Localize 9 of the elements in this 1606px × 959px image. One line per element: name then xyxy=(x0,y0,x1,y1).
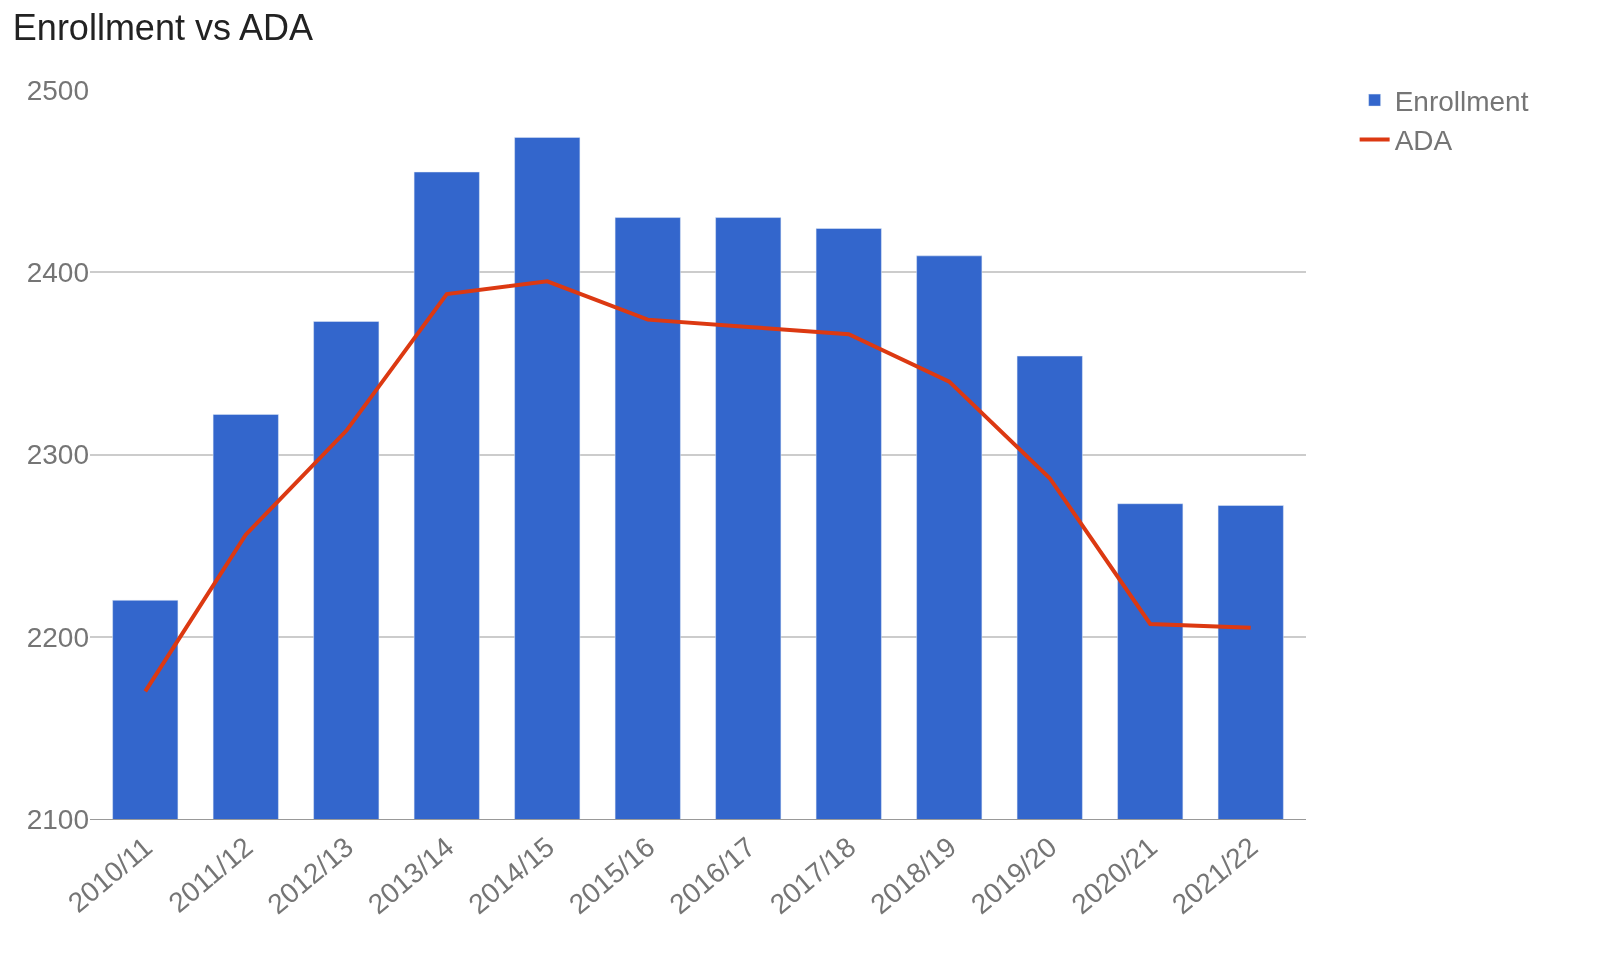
y-tick-label: 2300 xyxy=(26,439,89,471)
chart-title: Enrollment vs ADA xyxy=(12,6,313,48)
legend-label: Enrollment xyxy=(1394,86,1529,118)
line-series xyxy=(143,279,1253,694)
y-tick-label: 2100 xyxy=(26,803,89,835)
y-tick-label: 2200 xyxy=(26,621,89,653)
y-tick-label: 2500 xyxy=(26,74,89,106)
y-tick-label: 2400 xyxy=(26,257,89,289)
legend-label: ADA xyxy=(1394,125,1453,157)
